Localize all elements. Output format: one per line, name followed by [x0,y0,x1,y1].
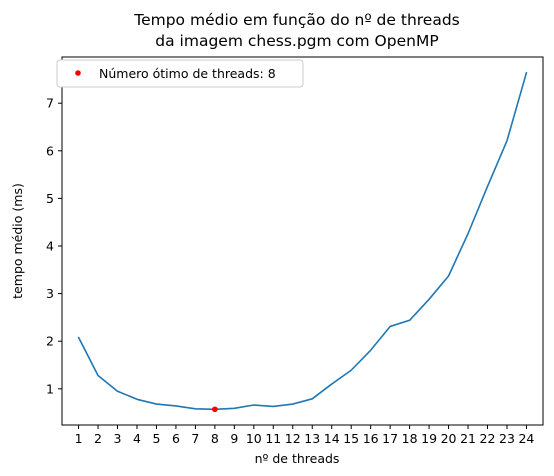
x-tick-label-8: 8 [211,431,219,446]
x-tick-label-10: 10 [246,431,262,446]
x-axis: 1 2 3 4 5 6 7 8 9 10 11 12 13 14 15 16 17 18 19 20 21 22 23 24 [75,425,534,446]
x-tick-label-9: 9 [230,431,238,446]
x-tick-label-18: 18 [402,431,418,446]
x-tick-label-23: 23 [499,431,515,446]
x-tick-label-13: 13 [304,431,320,446]
x-tick-label-7: 7 [191,431,199,446]
y-tick-label-5: 5 [46,191,54,206]
x-tick-label-2: 2 [94,431,102,446]
legend-marker [75,70,81,76]
x-axis-label: nº de threads [255,451,340,466]
y-tick-label-1: 1 [46,381,54,396]
y-tick-label-4: 4 [46,238,54,253]
x-tick-label-22: 22 [480,431,496,446]
x-tick-label-12: 12 [285,431,301,446]
chart-title-line-2: da imagem chess.pgm com OpenMP [155,32,438,50]
x-tick-label-14: 14 [324,431,340,446]
x-tick-label-6: 6 [172,431,180,446]
y-axis: 1 2 3 4 5 6 7 [46,96,62,396]
y-axis-label: tempo médio (ms) [10,183,25,299]
x-tick-label-16: 16 [363,431,379,446]
legend-label: Número ótimo de threads: 8 [99,66,276,81]
chart-title-line-1: Tempo médio em função do nº de threads [133,11,460,29]
x-tick-label-20: 20 [441,431,457,446]
y-tick-label-6: 6 [46,143,54,158]
x-tick-label-4: 4 [133,431,141,446]
y-tick-label-2: 2 [46,334,54,349]
x-tick-label-3: 3 [114,431,122,446]
series-line-0 [77,71,528,411]
y-tick-label-7: 7 [46,96,54,111]
axes-frame [61,56,544,426]
y-tick-label-3: 3 [46,286,54,301]
x-tick-label-24: 24 [518,431,534,446]
x-tick-label-17: 17 [382,431,398,446]
chart-title: Tempo médio em função do nº de threads d… [133,11,460,50]
x-tick-label-1: 1 [75,431,83,446]
x-tick-label-15: 15 [343,431,359,446]
legend: Número ótimo de threads: 8 [56,59,304,88]
x-tick-label-11: 11 [265,431,281,446]
x-tick-label-19: 19 [421,431,437,446]
x-tick-label-5: 5 [152,431,160,446]
plot-area [77,71,528,413]
optimal-point-marker [212,406,218,413]
legend-box [56,59,304,88]
x-tick-label-21: 21 [460,431,476,446]
